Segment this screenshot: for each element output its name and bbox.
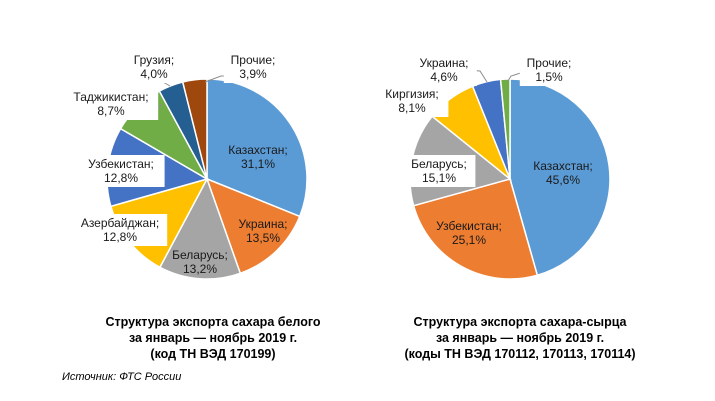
chart-title-line: Структура экспорта сахара-сырца — [413, 315, 627, 329]
data-label-value: 1,5% — [535, 70, 563, 84]
data-label-value: 8,1% — [398, 101, 426, 115]
data-label-name: Прочие; — [231, 53, 276, 67]
chart-title-line: за январь — ноябрь 2019 г. — [435, 331, 605, 345]
pie-slice-belarus — [158, 177, 242, 280]
pie-slice-prochie — [499, 78, 511, 180]
data-label-name: Узбекистан; — [436, 219, 502, 233]
data-label-box — [411, 54, 477, 86]
data-label-value: 31,1% — [241, 157, 275, 171]
data-label-box — [77, 155, 165, 187]
data-label-value: 13,5% — [246, 231, 280, 245]
data-label-name: Беларусь; — [172, 248, 228, 262]
data-label-box — [63, 88, 159, 120]
data-label-name: Узбекистан; — [88, 157, 154, 171]
data-label-name: Прочие; — [527, 56, 572, 70]
chart-title-white-sugar: Структура экспорта сахара белого за янва… — [48, 314, 378, 362]
pie-slice-ukraina — [205, 177, 301, 275]
data-label-box — [402, 155, 476, 187]
pie-slice-uzbekistan — [412, 178, 539, 280]
data-label-name: Украина; — [419, 56, 468, 70]
data-label-value: 15,1% — [422, 171, 456, 185]
data-label-value: 12,8% — [104, 171, 138, 185]
data-label-value: 4,0% — [140, 67, 168, 81]
chart-title-raw-sugar: Структура экспорта сахара-сырца за январ… — [355, 314, 685, 362]
data-label-box — [375, 85, 449, 117]
data-label-name: Беларусь; — [411, 157, 467, 171]
data-label-value: 25,1% — [452, 233, 486, 247]
pie-chart-raw-sugar: Казахстан;45,6% Узбекистан;25,1% Беларусь;… — [375, 54, 611, 280]
data-label-name: Казахстан; — [228, 143, 288, 157]
data-label-name: Таджикистан; — [73, 90, 148, 104]
data-label-name: Азербайджан; — [81, 216, 159, 230]
chart-title-line: (коды ТН ВЭД 170112, 170113, 170114) — [404, 347, 636, 361]
data-label-value: 8,7% — [97, 104, 125, 118]
data-label-name: Казахстан; — [533, 159, 593, 173]
data-label-value: 12,8% — [103, 230, 137, 244]
data-label-name: Киргизия; — [385, 87, 438, 101]
data-label-box — [519, 54, 579, 86]
data-label-box — [124, 51, 184, 83]
data-label-name: Грузия; — [134, 53, 174, 67]
chart-title-line: (код ТН ВЭД 170199) — [150, 347, 276, 361]
data-label-value: 13,2% — [183, 262, 217, 276]
data-label-name: Украина; — [238, 217, 287, 231]
source-note: Источник: ФТС России — [62, 371, 182, 383]
data-label-value: 3,9% — [239, 67, 267, 81]
data-label-box — [223, 51, 283, 83]
chart-title-line: Структура экспорта сахара белого — [105, 315, 321, 329]
data-label-value: 45,6% — [546, 173, 580, 187]
pie-chart-white-sugar: Казахстан;31,1% Украина;13,5% Беларусь;13,… — [63, 51, 308, 280]
data-label-box — [72, 214, 168, 246]
data-label-value: 4,6% — [430, 70, 458, 84]
chart-title-line: за январь — ноябрь 2019 г. — [128, 331, 298, 345]
